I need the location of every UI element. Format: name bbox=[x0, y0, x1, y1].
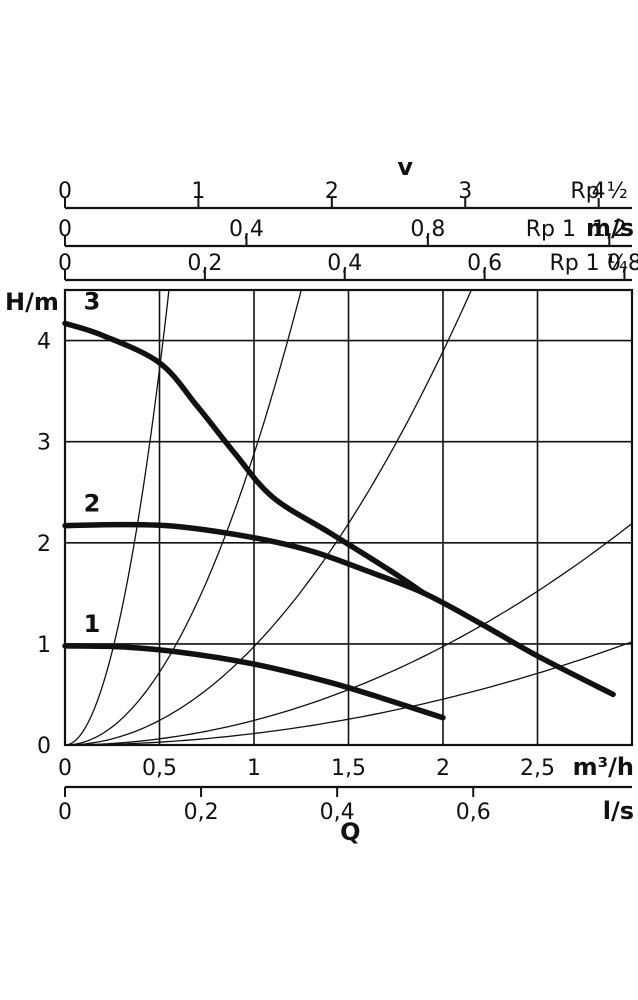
axis-tick-label-rp_half: 1 bbox=[191, 179, 205, 204]
axis-tick-label-rp_half: 0 bbox=[58, 179, 72, 204]
axis-tick-label-rp_half: 3 bbox=[458, 179, 472, 204]
system-curve bbox=[65, 290, 472, 745]
x-tick-label: 1 bbox=[247, 756, 261, 781]
axis-tick-label-ls: 0,6 bbox=[456, 800, 491, 825]
axis-extra-label-rp_1: m/s bbox=[586, 214, 634, 242]
series-label-2: 2 bbox=[84, 490, 101, 518]
series-label-1: 1 bbox=[84, 610, 101, 638]
y-tick-label: 2 bbox=[37, 532, 51, 557]
axis-unit-label-rp_1: Rp 1 bbox=[526, 217, 576, 242]
axis-tick-label-rp_1: 0 bbox=[58, 217, 72, 242]
plot-frame bbox=[63, 288, 634, 747]
axis-tick-label-rp_half: 2 bbox=[325, 179, 339, 204]
x-tick-label: 2,5 bbox=[520, 756, 555, 781]
axis-tick-label-rp_1: 1,2 bbox=[592, 217, 627, 242]
axis-tick-label-rp_1_quarter: 0,2 bbox=[187, 251, 222, 276]
x-tick-label: 0 bbox=[58, 756, 72, 781]
x-axis-title: Q bbox=[340, 818, 360, 846]
y-tick-label: 1 bbox=[37, 633, 51, 658]
y-tick-label: 4 bbox=[37, 330, 51, 355]
axis-tick-label-rp_1: 0,8 bbox=[410, 217, 445, 242]
axis-tick-label-rp_1_quarter: 0,8 bbox=[607, 251, 638, 276]
axis-tick-label-ls: 0,4 bbox=[320, 800, 355, 825]
axis-unit-label-ls: l/s bbox=[603, 797, 634, 825]
x-tick-label: 1,5 bbox=[331, 756, 366, 781]
y-axis-label: H/m bbox=[5, 288, 59, 316]
axis-tick-label-rp_1_quarter: 0,4 bbox=[327, 251, 362, 276]
axis-unit-label-rp_1_quarter: Rp 1 ¼ bbox=[549, 251, 628, 276]
system-curve bbox=[65, 641, 632, 745]
x-tick-label: 0,5 bbox=[142, 756, 177, 781]
axis-tick-label-ls: 0 bbox=[58, 800, 72, 825]
axis-tick-label-ls: 0,2 bbox=[184, 800, 219, 825]
system-curve bbox=[65, 290, 170, 745]
x-unit-label: m³/h bbox=[573, 753, 634, 781]
pump-curve-1 bbox=[62, 643, 446, 721]
axis-tick-label-rp_1_quarter: 0,6 bbox=[467, 251, 502, 276]
pump-curve-3 bbox=[62, 320, 427, 597]
axis-unit-label-rp_half: Rp ½ bbox=[570, 179, 628, 204]
y-tick-label: 3 bbox=[37, 431, 51, 456]
system-curve bbox=[65, 290, 302, 745]
axis-tick-label-rp_half: 4 bbox=[592, 179, 606, 204]
top-axis-title: v bbox=[397, 153, 413, 181]
pump-curve-2 bbox=[62, 521, 616, 698]
y-tick-label: 0 bbox=[37, 734, 51, 759]
x-tick-label: 2 bbox=[436, 756, 450, 781]
axis-tick-label-rp_1: 0,4 bbox=[229, 217, 264, 242]
axis-tick-label-rp_1_quarter: 0 bbox=[58, 251, 72, 276]
series-label-3: 3 bbox=[84, 287, 101, 315]
